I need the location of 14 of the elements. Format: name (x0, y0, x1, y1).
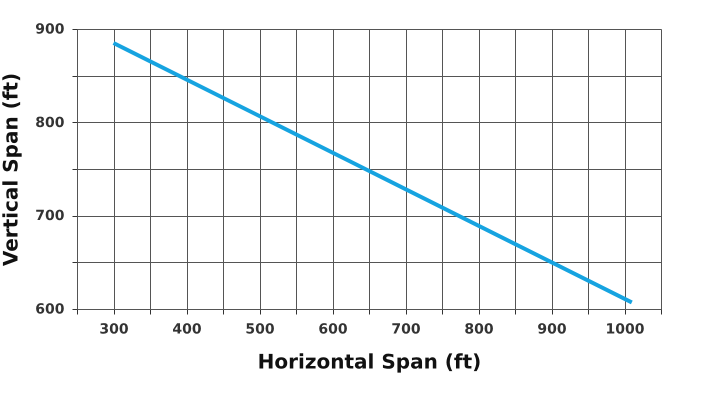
x-axis-title: Horizontal Span (ft) (258, 350, 482, 374)
x-tick-label: 500 (245, 322, 275, 338)
x-tick-label: 400 (172, 322, 202, 338)
x-tick-label: 1000 (606, 322, 645, 338)
x-tick-label: 800 (464, 322, 494, 338)
y-tick-label: 600 (35, 302, 65, 318)
y-axis-title: Vertical Span (ft) (0, 72, 22, 266)
x-tick-label: 900 (537, 322, 567, 338)
y-tick-label: 800 (35, 114, 65, 131)
y-tick-label: 700 (35, 208, 65, 224)
x-tick-label: 300 (99, 322, 129, 338)
x-tick-label: 700 (391, 322, 421, 338)
x-tick-label: 600 (318, 322, 348, 338)
y-tick-label: 900 (35, 22, 65, 38)
